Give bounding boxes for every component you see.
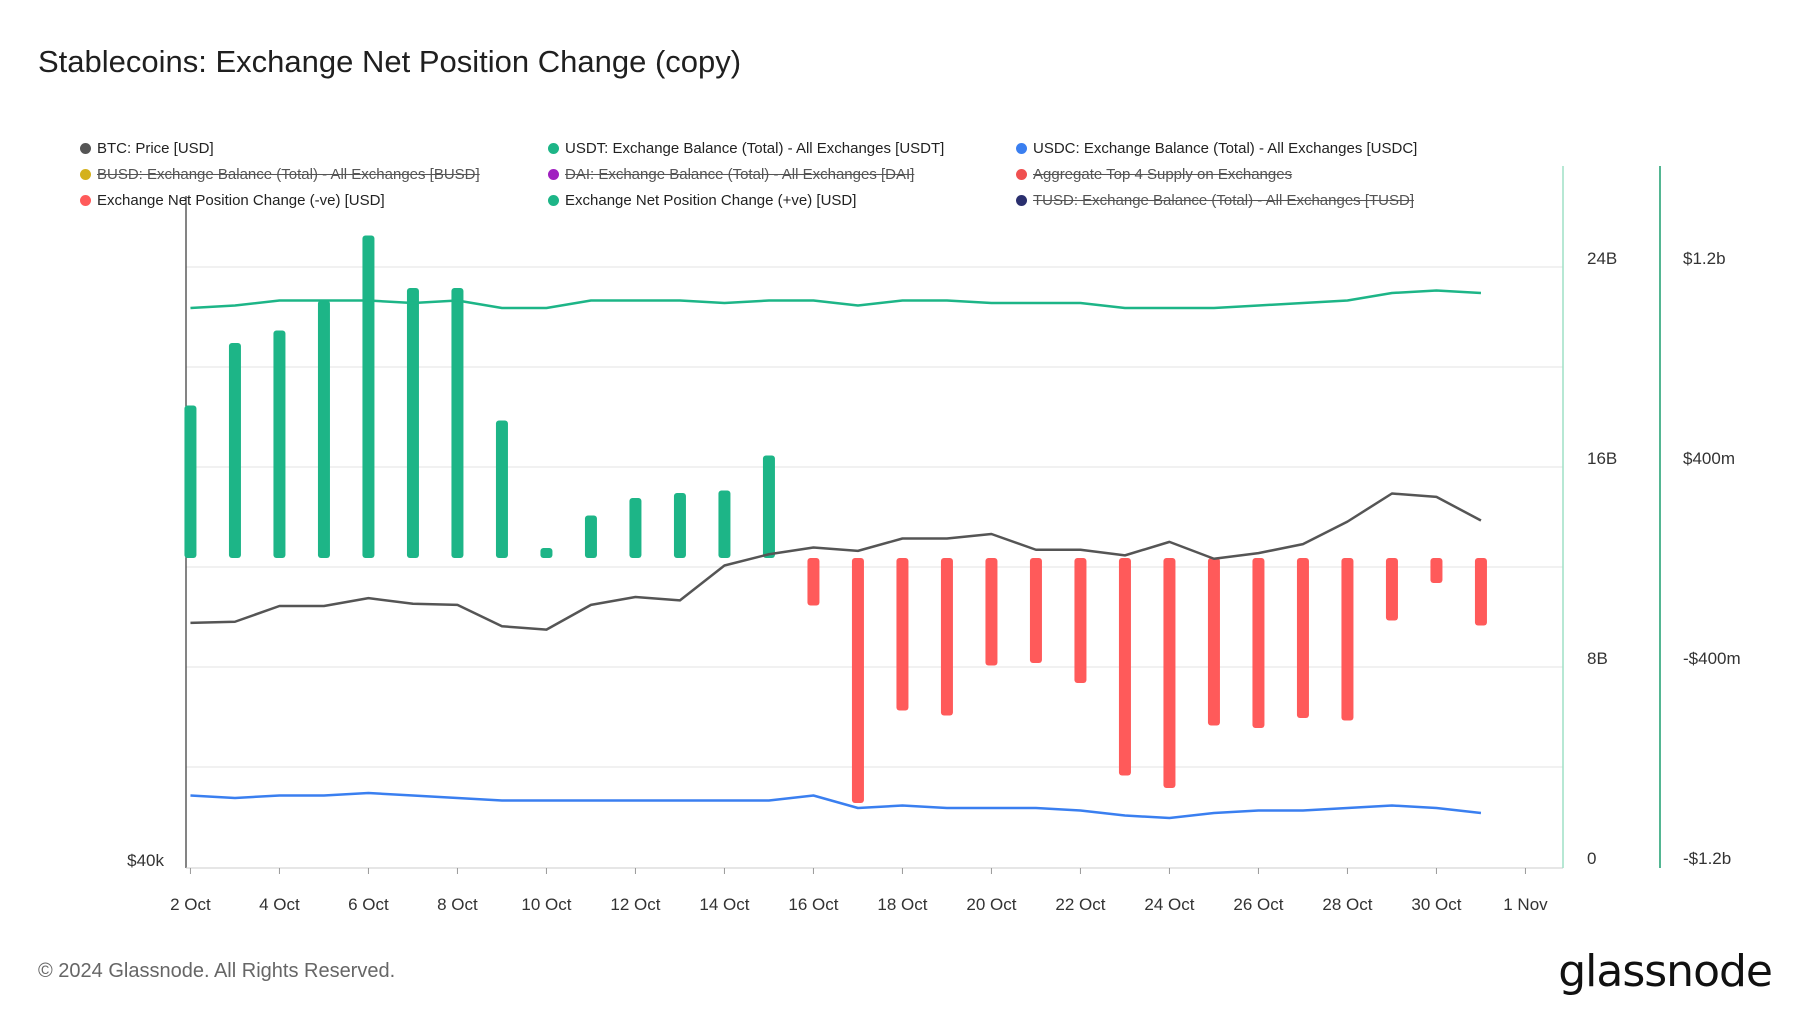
balance-axis-tick-label: 16B [1587,449,1617,468]
negative-netflow-bar [851,558,864,803]
netflow-axis-tick-label: $1.2b [1683,249,1726,268]
legend-item[interactable]: Exchange Net Position Change (+ve) [USD] [548,192,856,209]
legend: BTC: Price [USD] USDT: Exchange Balance (… [80,140,1580,220]
positive-netflow-bar [451,288,464,558]
x-axis-tick-label: 4 Oct [259,895,300,914]
legend-dot-icon [1016,143,1027,154]
legend-dot-icon [80,143,91,154]
x-axis-tick-label: 10 Oct [521,895,571,914]
legend-label: Aggregate Top 4 Supply on Exchanges [1033,166,1293,183]
positive-netflow-bar [273,330,286,558]
positive-netflow-bar [718,490,731,558]
legend-item[interactable]: USDT: Exchange Balance (Total) - All Exc… [548,140,944,157]
balance-axis-tick-label: 0 [1587,849,1596,868]
positive-netflow-bar [406,288,419,558]
balance-axis-tick-label: 24B [1587,249,1617,268]
positive-netflow-bar [228,343,241,558]
negative-netflow-bar [1430,558,1443,583]
legend-item[interactable]: DAI: Exchange Balance (Total) - All Exch… [548,166,914,183]
x-axis-tick-label: 2 Oct [170,895,211,914]
x-axis-tick-label: 18 Oct [877,895,927,914]
legend-item[interactable]: Aggregate Top 4 Supply on Exchanges [1016,166,1292,183]
glassnode-logo: glassnode [1558,946,1773,997]
legend-dot-icon [80,195,91,206]
legend-item[interactable]: TUSD: Exchange Balance (Total) - All Exc… [1016,192,1414,209]
x-axis-tick-label: 6 Oct [348,895,389,914]
chart-title: Stablecoins: Exchange Net Position Chang… [38,44,742,79]
positive-netflow-bar [184,405,197,558]
positive-netflow-bar [495,420,508,558]
balance-axis-tick-label: 8B [1587,649,1608,668]
legend-label: TUSD: Exchange Balance (Total) - All Exc… [1033,192,1414,209]
netflow-axis-tick-label: -$1.2b [1683,849,1731,868]
negative-netflow-bar [985,558,998,666]
legend-item[interactable]: Exchange Net Position Change (-ve) [USD] [80,192,385,209]
x-axis-tick-label: 22 Oct [1055,895,1105,914]
legend-dot-icon [548,143,559,154]
legend-dot-icon [80,169,91,180]
x-axis-tick-label: 16 Oct [788,895,838,914]
usdt-balance-line [190,289,1482,310]
positive-netflow-bar [362,235,375,558]
negative-netflow-bar [1029,558,1042,663]
negative-netflow-bar [807,558,820,606]
legend-label: BTC: Price [USD] [97,140,214,157]
x-axis-tick-label: 26 Oct [1233,895,1283,914]
legend-dot-icon [548,169,559,180]
negative-netflow-bar [896,558,909,711]
negative-netflow-bar [1474,558,1487,626]
positive-netflow-bar [762,455,775,558]
negative-netflow-bar [1163,558,1176,788]
positive-netflow-bar [317,300,330,558]
x-axis-tick-label: 8 Oct [437,895,478,914]
negative-netflow-bar [1252,558,1265,728]
legend-item[interactable]: BTC: Price [USD] [80,140,214,157]
legend-label: USDC: Exchange Balance (Total) - All Exc… [1033,140,1418,157]
positive-netflow-bar [584,515,597,558]
legend-label: BUSD: Exchange Balance (Total) - All Exc… [97,166,480,183]
legend-dot-icon [1016,195,1027,206]
positive-netflow-bar [673,493,686,558]
legend-item[interactable]: USDC: Exchange Balance (Total) - All Exc… [1016,140,1417,157]
x-axis-tick-label: 12 Oct [610,895,660,914]
negative-netflow-bar [1296,558,1309,718]
legend-dot-icon [548,195,559,206]
negative-netflow-bar [1118,558,1131,776]
negative-netflow-bar [1207,558,1220,726]
x-axis-tick-label: 28 Oct [1322,895,1372,914]
legend-label: USDT: Exchange Balance (Total) - All Exc… [565,140,945,157]
positive-netflow-bar [629,498,642,558]
left-axis-tick-label: $40k [127,851,164,870]
positive-netflow-bar [540,548,553,558]
x-axis-tick-label: 30 Oct [1411,895,1461,914]
negative-netflow-bar [1385,558,1398,621]
negative-netflow-bar [1074,558,1087,683]
usdc-balance-line [190,791,1482,820]
legend-label: Exchange Net Position Change (-ve) [USD] [97,192,385,209]
netflow-axis-tick-label: $400m [1683,449,1735,468]
x-axis-tick-label: 14 Oct [699,895,749,914]
negative-netflow-bar [1341,558,1354,721]
x-axis-tick-label: 1 Nov [1503,895,1548,914]
negative-netflow-bar [940,558,953,716]
legend-label: DAI: Exchange Balance (Total) - All Exch… [565,166,915,183]
copyright-footer: © 2024 Glassnode. All Rights Reserved. [38,960,396,982]
legend-label: Exchange Net Position Change (+ve) [USD] [565,192,857,209]
x-axis-tick-label: 24 Oct [1144,895,1194,914]
legend-dot-icon [1016,169,1027,180]
x-axis-tick-label: 20 Oct [966,895,1016,914]
netflow-axis-tick-label: -$400m [1683,649,1741,668]
btc-price-line [190,492,1482,631]
legend-item[interactable]: BUSD: Exchange Balance (Total) - All Exc… [80,166,480,183]
